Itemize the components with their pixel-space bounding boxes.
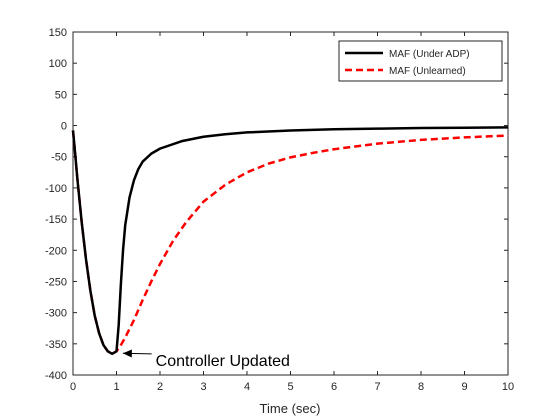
x-tick-label: 4 xyxy=(244,381,250,393)
x-tick-label: 6 xyxy=(331,381,337,393)
y-tick-label: -400 xyxy=(45,370,67,382)
series-line-unlearned xyxy=(71,130,509,356)
x-tick-label: 2 xyxy=(157,381,163,393)
x-axis-label: Time (sec) xyxy=(260,401,321,416)
annotation-layer: Controller Updated xyxy=(122,349,290,370)
y-tick-label: -300 xyxy=(45,308,67,320)
series-line-under-adp xyxy=(71,126,509,356)
y-tick-label: 0 xyxy=(61,121,67,133)
y-tick-label: -250 xyxy=(45,276,67,288)
y-tick-label: -150 xyxy=(45,214,67,226)
x-tick-label: 8 xyxy=(418,381,424,393)
legend-entry: MAF (Unlearned) xyxy=(389,66,466,77)
y-tick-label: 100 xyxy=(49,58,67,70)
legend-box xyxy=(338,40,503,82)
x-tick-label: 10 xyxy=(502,381,514,393)
annotation-arrow-head xyxy=(122,349,132,358)
y-tick-label: 50 xyxy=(55,89,67,101)
y-tick-label: 150 xyxy=(49,27,67,39)
legend: MAF (Under ADP) MAF (Unlearned) xyxy=(338,40,503,82)
x-tick-label: 9 xyxy=(461,381,467,393)
series-layer xyxy=(71,126,509,356)
y-tick-label: -350 xyxy=(45,339,67,351)
x-tick-label: 5 xyxy=(287,381,293,393)
axis-ticks: 0 1 2 3 4 5 6 7 8 9 10 150 100 50 0 -50 -100 -150 -200 -250… xyxy=(45,27,514,393)
legend-entry: MAF (Under ADP) xyxy=(389,49,470,60)
x-tick-label: 0 xyxy=(70,381,76,393)
y-tick-label: -200 xyxy=(45,245,67,257)
y-tick-label: -100 xyxy=(45,183,67,195)
x-tick-label: 7 xyxy=(374,381,380,393)
y-tick-label: -50 xyxy=(51,152,67,164)
plot-area xyxy=(72,31,509,376)
x-tick-label: 3 xyxy=(200,381,206,393)
annotation-label: Controller Updated xyxy=(156,353,290,370)
x-tick-label: 1 xyxy=(113,381,119,393)
